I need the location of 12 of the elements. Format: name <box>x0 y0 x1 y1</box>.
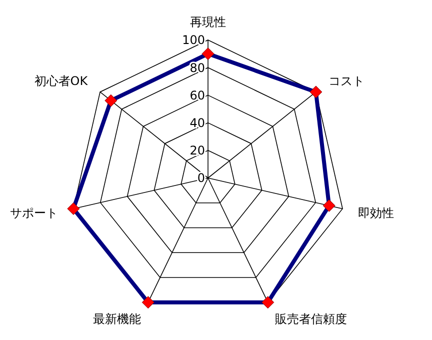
spoke-label: 即効性 <box>358 206 394 220</box>
y-tick-label: 80 <box>190 60 205 75</box>
spoke-label: コスト <box>328 74 364 88</box>
spoke-label: 再現性 <box>190 15 226 30</box>
spoke-label: 販売者信頼度 <box>274 312 347 326</box>
spoke-label: 最新機能 <box>93 312 142 326</box>
y-tick-label: 100 <box>182 33 205 48</box>
spoke-label: 初心者OK <box>34 74 89 88</box>
y-tick-label: 20 <box>190 144 205 158</box>
y-tick-label: 60 <box>190 88 205 102</box>
y-tick-label: 40 <box>190 116 205 130</box>
spoke-label: サポート <box>10 206 58 220</box>
